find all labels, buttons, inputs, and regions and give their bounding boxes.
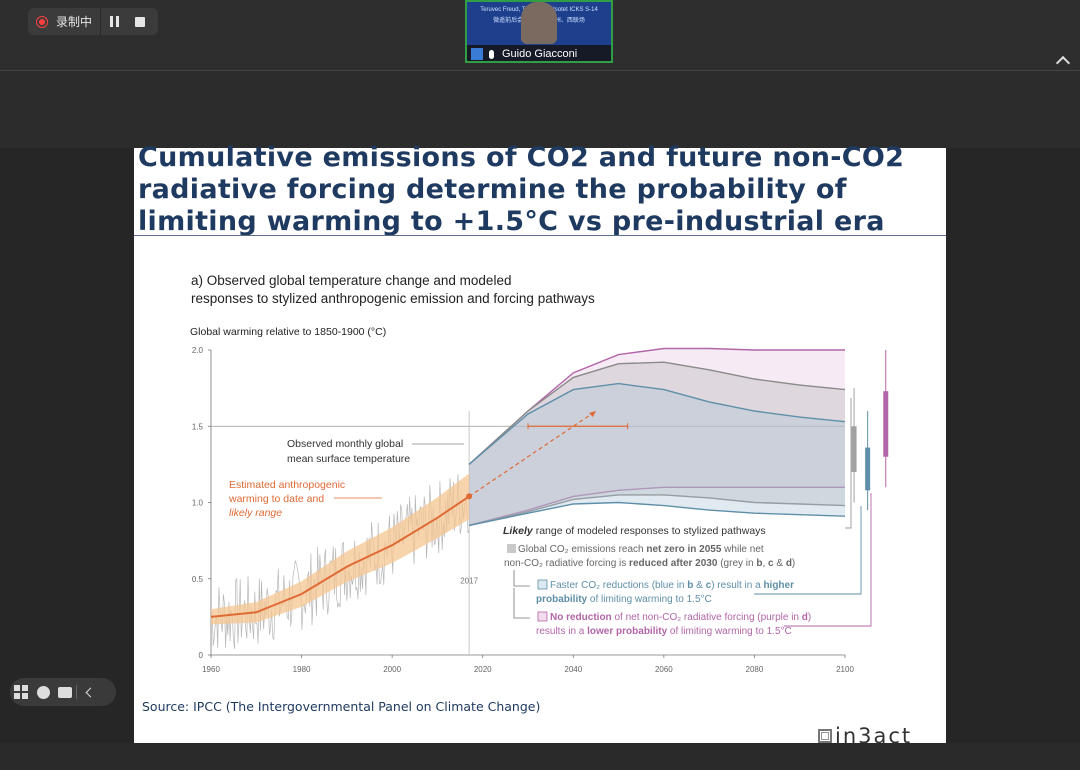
x-tick-label: 1980 (293, 665, 311, 674)
ipcc-chart: a) Observed global temperature change an… (190, 273, 889, 674)
record-icon (36, 15, 48, 28)
slide-title: Cumulative emissions of CO2 and future n… (138, 142, 938, 238)
purple-legend-line-2: results in a lower probability of limiti… (536, 626, 792, 637)
legend-connector-2 (513, 588, 530, 619)
chat-icon (58, 686, 72, 698)
y-tick-label: 1.0 (192, 499, 204, 508)
blue-pathway-lower-line (468, 501, 846, 527)
recording-label: 录制中 (56, 15, 93, 29)
blue-pathway-band (469, 383, 845, 526)
estimated-label-line-1: Estimated anthropogenic (229, 479, 345, 491)
estimated-label-line-3: likely range (229, 507, 282, 519)
likely-range-header: Likely range of modeled responses to sty… (503, 525, 766, 537)
chart-title-line-2: responses to stylized anthropogenic emis… (191, 291, 595, 306)
projection-arrow-head (588, 411, 596, 417)
apps-button[interactable] (10, 678, 32, 706)
estimated-label-line-2: warming to date and (228, 493, 324, 505)
purple-bracket (784, 493, 872, 627)
slide-title-line-3: limiting warming to +1.5°C vs pre-indust… (138, 206, 885, 237)
participant-name: Guido Giacconi (502, 48, 578, 60)
grey-pathway-lower-line (468, 494, 846, 527)
grey-bracket (845, 398, 852, 529)
slide-source: Source: IPCC (The Intergovernmental Pane… (142, 699, 541, 714)
microphone-icon (489, 49, 494, 59)
x-tick-label: 2020 (474, 665, 492, 674)
blue-legend-line-2: probability of limiting warming to 1.5°C (536, 594, 712, 605)
shared-screen-top-margin (0, 71, 1080, 148)
emoji-icon (36, 685, 50, 699)
observed-label-line-2: mean surface temperature (287, 453, 410, 465)
slide-title-line-2: radiative forcing determine the probabil… (138, 174, 847, 205)
chat-button[interactable] (54, 678, 76, 706)
x-tick-label: 2040 (564, 665, 582, 674)
grey-pathway-upper-line (468, 361, 846, 465)
x-tick-label: 2000 (383, 665, 401, 674)
grey-pathway-band (469, 362, 845, 526)
purple-legend-swatch (537, 611, 548, 622)
apps-grid-icon (14, 685, 28, 699)
grey-summary-box (851, 426, 857, 472)
y-tick-label: 0.5 (192, 575, 204, 584)
y-tick-label: 2.0 (192, 346, 204, 355)
blue-pathway-upper-line (468, 382, 846, 465)
purple-summary-box (883, 391, 889, 457)
estimated-likely-range-band (211, 473, 470, 625)
grey-legend-swatch (507, 544, 516, 553)
x-tick-label: 2060 (655, 665, 673, 674)
purple-pathway-upper-line (468, 347, 845, 465)
stop-recording-button[interactable] (127, 8, 153, 35)
marker-2017-label: 2017 (460, 576, 478, 585)
projection-arrow-line (468, 410, 597, 497)
user-icon (471, 48, 483, 60)
logo-mark-icon (818, 729, 832, 743)
participant-label: Guido Giacconi (467, 45, 611, 61)
title-divider (134, 235, 946, 236)
x-tick-label: 1960 (202, 665, 220, 674)
x-tick-label: 2100 (836, 665, 854, 674)
floating-toolbar (10, 678, 116, 706)
shared-slide: Cumulative emissions of CO2 and future n… (134, 142, 946, 748)
chevron-left-icon (85, 687, 95, 697)
meeting-bottom-bar (0, 743, 1080, 770)
blue-legend-line-1: Faster CO₂ reductions (blue in b & c) re… (550, 580, 794, 591)
purple-pathway-band (469, 348, 845, 526)
blue-legend-swatch (537, 579, 548, 590)
plot-area: 0 0.5 1.0 1.5 2.0 1960 1980 2000 2020 2040 2060 208… (192, 346, 889, 674)
estimated-warming-line (210, 495, 470, 618)
participant-video-tile[interactable]: Teruvec Freud, Ten Ulirevy Isotet ICKS S… (465, 0, 613, 63)
pause-recording-button[interactable] (101, 8, 127, 35)
legend-connector-1 (513, 570, 530, 587)
grey-legend-line-1: Global CO₂ emissions reach net zero in 2… (518, 544, 764, 555)
observed-label-line-1: Observed monthly global (287, 438, 403, 450)
y-tick-label: 0 (199, 651, 204, 660)
slide-title-line-1: Cumulative emissions of CO2 and future n… (138, 142, 905, 173)
y-tick-label: 1.5 (192, 422, 204, 431)
stop-icon (135, 16, 146, 27)
reactions-button[interactable] (32, 678, 54, 706)
x-tick-label: 2080 (746, 665, 764, 674)
chart-title-line-1: a) Observed global temperature change an… (191, 273, 511, 288)
purple-legend-line-1: No reduction of net non-CO₂ radiative fo… (550, 612, 811, 623)
purple-pathway-lower-line (468, 486, 845, 527)
participant-image (521, 2, 557, 44)
blue-summary-box (865, 447, 871, 491)
recording-control: 录制中 (28, 8, 158, 35)
y-axis-label: Global warming relative to 1850-1900 (°C… (190, 326, 386, 338)
pause-icon (109, 16, 119, 27)
collapse-toolbar-button[interactable] (77, 678, 99, 706)
blue-bracket (754, 506, 862, 595)
grey-legend-line-2: non-CO₂ radiative forcing is reduced aft… (504, 558, 795, 569)
